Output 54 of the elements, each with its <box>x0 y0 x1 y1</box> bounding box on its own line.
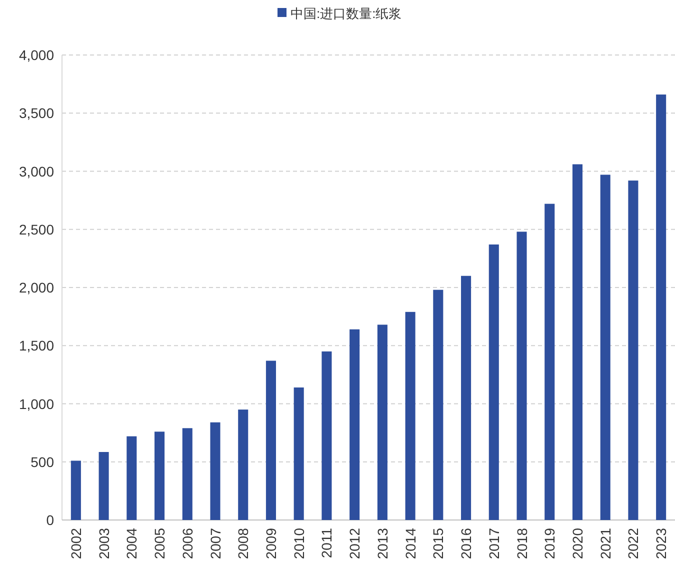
y-tick-label: 1,500 <box>18 338 54 354</box>
x-tick-label: 2002 <box>68 528 84 560</box>
x-tick-label: 2004 <box>124 528 140 560</box>
bar <box>266 360 276 520</box>
x-tick-label: 2012 <box>346 528 363 560</box>
x-tick-label: 2022 <box>625 528 642 560</box>
y-tick-label: 1,000 <box>18 396 54 412</box>
bar <box>461 276 472 520</box>
x-tick-label: 2003 <box>96 528 112 560</box>
bar <box>238 410 248 520</box>
x-tick-label: 2017 <box>486 528 502 560</box>
x-tick-label: 2016 <box>458 528 474 560</box>
y-tick-label: 2,000 <box>18 280 54 296</box>
y-tick-label: 3,500 <box>18 105 54 122</box>
y-tick-label: 500 <box>30 454 54 470</box>
bar <box>210 422 220 520</box>
y-tick-label: 3,000 <box>18 163 54 180</box>
x-tick-label: 2013 <box>374 528 390 560</box>
bar <box>126 436 137 520</box>
legend-label: 中国:进口数量:纸浆 <box>290 6 402 21</box>
x-tick-label: 2007 <box>207 528 224 560</box>
bar <box>350 329 360 520</box>
bar <box>98 452 109 520</box>
x-tick-label: 2015 <box>430 528 446 560</box>
x-tick-label: 2008 <box>235 528 252 560</box>
x-tick-label: 2023 <box>653 528 670 560</box>
x-tick-label: 2005 <box>152 528 168 560</box>
x-tick-label: 2019 <box>542 528 558 560</box>
x-tick-label: 2014 <box>402 528 418 560</box>
bar <box>433 290 444 520</box>
bar <box>154 432 165 520</box>
bar <box>600 174 610 520</box>
y-tick-label: 4,000 <box>18 47 54 63</box>
x-tick-label: 2020 <box>569 528 586 560</box>
y-tick-label: 2,500 <box>18 221 54 238</box>
y-tick-label: 0 <box>46 512 54 528</box>
bar <box>544 204 555 520</box>
x-tick-label: 2018 <box>514 528 530 560</box>
x-tick-label: 2009 <box>262 528 279 560</box>
bar <box>377 324 388 520</box>
bar <box>516 232 527 520</box>
bar <box>182 428 192 520</box>
bar <box>294 387 304 520</box>
x-tick-label: 2010 <box>290 528 307 560</box>
bar <box>628 180 638 520</box>
bar <box>488 244 499 520</box>
bar <box>405 312 416 520</box>
x-tick-label: 2006 <box>179 528 196 560</box>
x-tick-label: 2011 <box>318 528 335 558</box>
bar <box>322 351 332 520</box>
bar <box>656 94 666 520</box>
x-tick-label: 2021 <box>597 528 614 560</box>
bar <box>572 164 582 520</box>
bar <box>70 460 81 520</box>
